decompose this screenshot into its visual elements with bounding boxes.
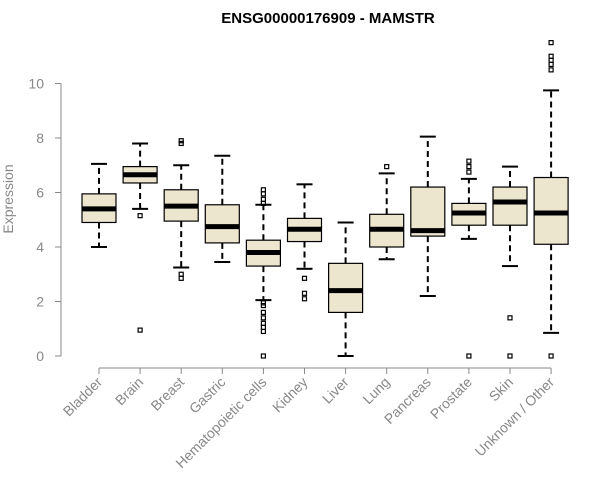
box-group [245, 187, 281, 359]
box [410, 186, 446, 237]
outlier-point [260, 191, 266, 197]
outlier-point [260, 353, 266, 359]
y-tick-label: 6 [36, 185, 44, 201]
box [328, 262, 364, 314]
box-group [492, 165, 528, 359]
outlier-point [466, 353, 472, 359]
box-group [328, 221, 364, 357]
outlier-point [260, 309, 266, 315]
y-tick-label: 4 [36, 239, 44, 255]
outlier-point [260, 300, 266, 306]
box [204, 204, 240, 244]
chart-title: ENSG00000176909 - MAMSTR [221, 10, 435, 27]
outlier-point [507, 353, 513, 359]
x-tick-label: Skin [486, 374, 517, 405]
box-group [286, 183, 323, 302]
outlier-point [260, 187, 266, 193]
outlier-point [260, 315, 266, 321]
x-tick-label: Kidney [269, 374, 311, 416]
box-group [122, 142, 158, 333]
plot-area [81, 40, 569, 359]
outlier-point [548, 67, 554, 73]
y-axis-label: Expression [0, 164, 16, 233]
box-group [204, 154, 240, 263]
box-group [81, 162, 117, 248]
y-tick-label: 8 [36, 130, 44, 146]
outlier-point [301, 275, 308, 281]
outlier-point [548, 61, 554, 68]
outlier-point [260, 320, 266, 326]
outlier-point [466, 169, 472, 175]
outlier-point [260, 302, 266, 309]
x-tick-label: Lung [359, 374, 392, 407]
outlier-point [178, 140, 184, 147]
outlier-point [301, 290, 308, 296]
box-group [163, 138, 199, 281]
outlier-point [260, 324, 266, 330]
x-tick-label: Brain [112, 374, 146, 408]
y-tick-label: 10 [28, 76, 44, 92]
y-tick-label: 0 [36, 348, 44, 364]
outlier-point [548, 353, 554, 359]
outlier-point [137, 213, 143, 219]
box-group [410, 135, 446, 298]
outlier-point [137, 327, 143, 333]
outlier-point [548, 40, 554, 46]
outlier-point [548, 57, 554, 63]
outlier-point [384, 164, 390, 170]
x-tick-label: Liver [319, 374, 352, 407]
box-group [451, 158, 487, 359]
outlier-point [178, 271, 184, 277]
outlier-point [260, 328, 266, 335]
outlier-point [260, 200, 266, 206]
y-tick-label: 2 [36, 294, 44, 310]
box-group [369, 164, 405, 261]
x-tick-label: Prostate [427, 374, 475, 422]
outlier-point [178, 138, 184, 144]
box [492, 186, 528, 226]
outlier-point [548, 53, 554, 59]
outlier-point [466, 164, 472, 170]
outlier-point [466, 158, 472, 164]
x-tick-label: Breast [147, 374, 187, 414]
x-tick-label: Bladder [60, 374, 106, 420]
outlier-point [301, 296, 308, 302]
outlier-point [507, 315, 513, 321]
y-axis: 0 2 4 6 8 10 [28, 76, 62, 364]
box-group [533, 40, 569, 359]
outlier-point [178, 275, 184, 281]
outlier-point [260, 196, 266, 202]
